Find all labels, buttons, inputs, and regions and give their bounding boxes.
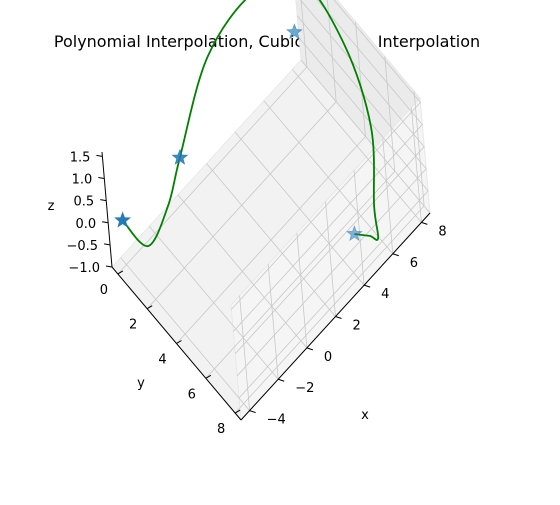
y-tick-label: −2 [295,381,314,396]
x-tick [176,340,182,344]
x-tick [205,374,212,379]
plot-data [114,0,380,247]
y-tick-label: 2 [353,319,361,334]
y-tick-label: −4 [267,413,286,428]
data-point-star [171,148,189,165]
z-tick [102,221,109,224]
z-gridline [236,15,427,377]
z-gridline [233,0,423,332]
y-tick [421,221,428,225]
z-axis-line [101,151,113,268]
z-axis-label: z [48,199,55,214]
data-point-star [345,225,363,242]
x-tick-label: 2 [129,318,137,333]
y-tick [278,378,285,382]
x-tick [234,409,241,414]
z-tick [98,177,105,180]
z-tick-label: 1.5 [70,150,91,165]
y-axis-label: y [137,376,145,391]
z-tick [105,265,113,268]
z-tick-label: −1.0 [68,261,100,276]
x-tick-label: 8 [217,422,225,437]
tick-marks [96,154,428,414]
y-tick-label: 0 [324,350,332,365]
y-tick [306,347,314,351]
curve-line [121,0,380,247]
x-tick-label: 6 [188,387,196,402]
y-tick-label: 6 [410,256,418,271]
x-tick [117,270,124,275]
z-tick [103,243,111,246]
y-tick [363,284,371,288]
z-tick [96,154,103,157]
y-tick-label: 4 [381,287,389,302]
y-tick-label: 8 [438,224,446,239]
x-tick [146,305,153,310]
y-tick [335,316,342,319]
z-tick-label: 1.0 [72,173,93,188]
data-point-star [114,211,132,228]
x-tick-label: 4 [158,353,166,368]
x-tick-label: 0 [100,283,108,298]
z-tick-label: −0.5 [66,239,98,254]
z-tick-label: 0.5 [74,195,95,210]
x-axis-label: x [361,408,369,423]
z-gridline [234,0,425,354]
z-gridline [231,0,421,310]
tick-labels: 0 2 4 6 8 −4 −2 0 2 4 6 8 −1.0 −0.5 0.0 0.5 1.0 1.5 [66,150,446,437]
chart-title: Polynomial Interpolation, Cubic Hermite … [54,32,480,51]
z-tick-label: 0.0 [75,217,96,232]
y-tick [392,253,399,257]
z-tick [100,199,107,202]
y-tick [249,410,256,414]
z-gridline [238,37,429,399]
data-point-star [285,23,303,40]
